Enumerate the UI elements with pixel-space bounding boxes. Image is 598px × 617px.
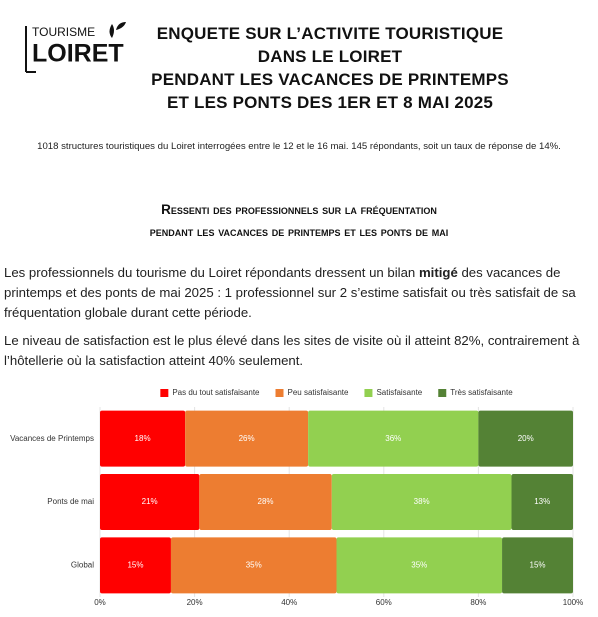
value-label: 26% [239, 434, 255, 443]
bar-segment [502, 537, 573, 594]
value-label: 18% [135, 434, 151, 443]
bar-segment [185, 410, 309, 467]
value-label: 15% [127, 560, 143, 569]
bar-segment [308, 410, 479, 467]
bar-segment [100, 474, 200, 530]
intro: 1018 structures touristiques du Loiret i… [37, 141, 561, 152]
bar-segment [199, 474, 332, 530]
paragraph: Les professionnels du tourisme du Loiret… [4, 263, 589, 323]
y-tick-label: Vacances de Printemps [10, 434, 94, 443]
bar-segment [336, 537, 503, 594]
section-title: Ressenti des professionnels sur la fréqu… [0, 199, 598, 243]
title-line: PENDANT LES VACANCES DE PRINTEMPS [151, 70, 509, 89]
chart: 0% 20% 40% 60% 80% 100% Vacances de Printemps 1… [10, 388, 583, 607]
title-line: ET LES PONTS DES 1ER ET 8 MAI 2025 [166, 93, 494, 112]
title: ENQUETE SUR L’ACTIVITE TOURISTIQUE DANS … [150, 22, 510, 114]
legend-label: Satisfaisante [376, 388, 422, 397]
value-label: 36% [385, 434, 401, 443]
value-label: 13% [534, 497, 550, 506]
value-label: 28% [258, 497, 274, 506]
bar-segment [100, 410, 186, 467]
section-title-line: Ressenti des professionnels sur la fréqu… [161, 202, 437, 217]
x-tick-label: 100% [563, 598, 583, 607]
logo: TOURISME LOIRET [25, 22, 126, 73]
value-label: 21% [142, 497, 158, 506]
legend-swatch [275, 389, 284, 397]
bar-segment [170, 537, 337, 594]
value-label: 15% [530, 560, 546, 569]
value-label: 35% [411, 560, 427, 569]
x-tick-label: 80% [470, 598, 486, 607]
legend-swatch [438, 389, 447, 397]
logo-bottom: LOIRET [32, 40, 124, 68]
title-line: ENQUETE SUR L’ACTIVITE TOURISTIQUE [156, 24, 504, 43]
x-tick-label: 60% [376, 598, 392, 607]
bar-segment [511, 474, 573, 530]
x-tick-label: 40% [281, 598, 297, 607]
title-line: DANS LE LOIRET [257, 47, 403, 66]
section-title-line: pendant les vacances de printemps et les… [149, 224, 449, 239]
text: Le niveau de satisfaction est le plus él… [4, 333, 580, 368]
text: des vacances de printemps et des ponts d… [4, 265, 576, 320]
bar-segment [331, 474, 512, 530]
value-label: 38% [414, 497, 430, 506]
bar-segment [478, 410, 573, 467]
logo-leaf [109, 22, 126, 38]
legend-label: Peu satisfaisante [288, 388, 349, 397]
text: Les professionnels du tourisme du Loiret… [4, 265, 419, 280]
value-label: 35% [246, 560, 262, 569]
y-tick-label: Ponts de mai [47, 497, 94, 506]
x-tick-label: 0% [94, 598, 106, 607]
legend-label: Très satisfaisante [450, 388, 513, 397]
value-label: 20% [518, 434, 534, 443]
y-tick-label: Global [71, 560, 94, 569]
emphasis: mitigé [418, 265, 458, 280]
bar-segment [100, 537, 171, 594]
logo-top: TOURISME [32, 25, 95, 39]
legend-label: Pas du tout satisfaisante [172, 388, 260, 397]
legend-swatch [160, 389, 169, 397]
x-tick-label: 20% [187, 598, 203, 607]
legend-swatch [364, 389, 373, 397]
legend: Pas du tout satisfaisante Peu satisfaisan… [160, 388, 513, 397]
paragraph: Le niveau de satisfaction est le plus él… [4, 331, 589, 371]
